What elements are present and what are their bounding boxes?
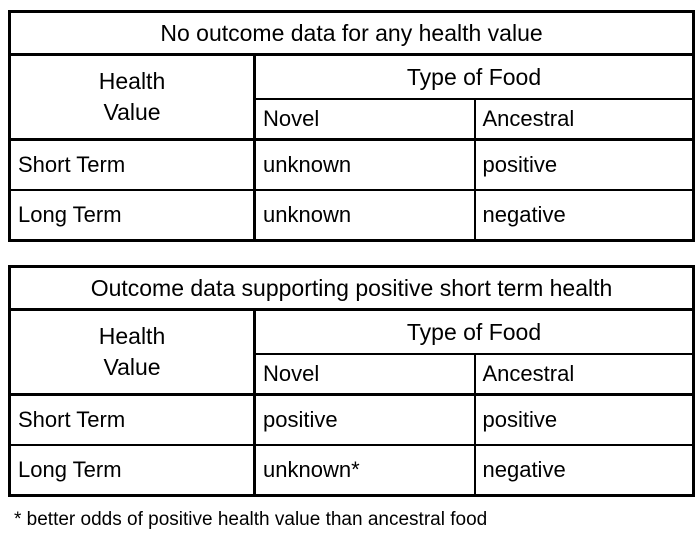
column-header-novel: Novel (253, 98, 476, 141)
page: No outcome data for any health value Hea… (8, 10, 696, 530)
column-header-novel: Novel (253, 353, 476, 396)
data-cell: unknown* (253, 444, 476, 497)
table-row: Short Term unknown positive (8, 138, 695, 191)
row-label-long-term: Long Term (8, 189, 256, 242)
column-header-ancestral: Ancestral (473, 353, 695, 396)
data-cell: negative (473, 444, 695, 497)
column-header-row: Novel Ancestral (10, 353, 695, 396)
column-header-ancestral: Ancestral (473, 98, 695, 141)
row-label-long-term: Long Term (8, 444, 256, 497)
table-title-row: No outcome data for any health value (8, 10, 695, 56)
table-row: Long Term unknown* negative (8, 444, 695, 497)
table-title: Outcome data supporting positive short t… (8, 265, 695, 311)
table-row: Long Term unknown negative (8, 189, 695, 242)
data-cell: positive (473, 138, 695, 191)
row-label-short-term: Short Term (8, 393, 256, 446)
row-label-short-term: Short Term (8, 138, 256, 191)
health-value-header: Health Value (8, 53, 256, 141)
table-title: No outcome data for any health value (8, 10, 695, 56)
header-row-group: Health Value Type of Food (8, 53, 695, 141)
footnote: * better odds of positive health value t… (14, 509, 488, 530)
header-row-group: Health Value Type of Food (8, 308, 695, 396)
type-of-food-header: Type of Food (253, 308, 695, 355)
table-title-row: Outcome data supporting positive short t… (8, 265, 695, 311)
outcome-table-positive-short-term: Outcome data supporting positive short t… (8, 265, 695, 497)
type-of-food-header: Type of Food (253, 53, 695, 100)
column-header-row: Novel Ancestral (10, 98, 695, 141)
data-cell: negative (473, 189, 695, 242)
table-row: Short Term positive positive (8, 393, 695, 446)
outcome-table-no-data: No outcome data for any health value Hea… (8, 10, 696, 242)
data-cell: positive (473, 393, 695, 446)
data-cell: unknown (253, 138, 476, 191)
health-value-header: Health Value (8, 308, 256, 396)
data-cell: positive (253, 393, 476, 446)
data-cell: unknown (253, 189, 476, 242)
